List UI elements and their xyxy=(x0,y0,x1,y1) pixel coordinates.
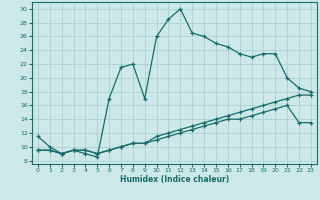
X-axis label: Humidex (Indice chaleur): Humidex (Indice chaleur) xyxy=(120,175,229,184)
